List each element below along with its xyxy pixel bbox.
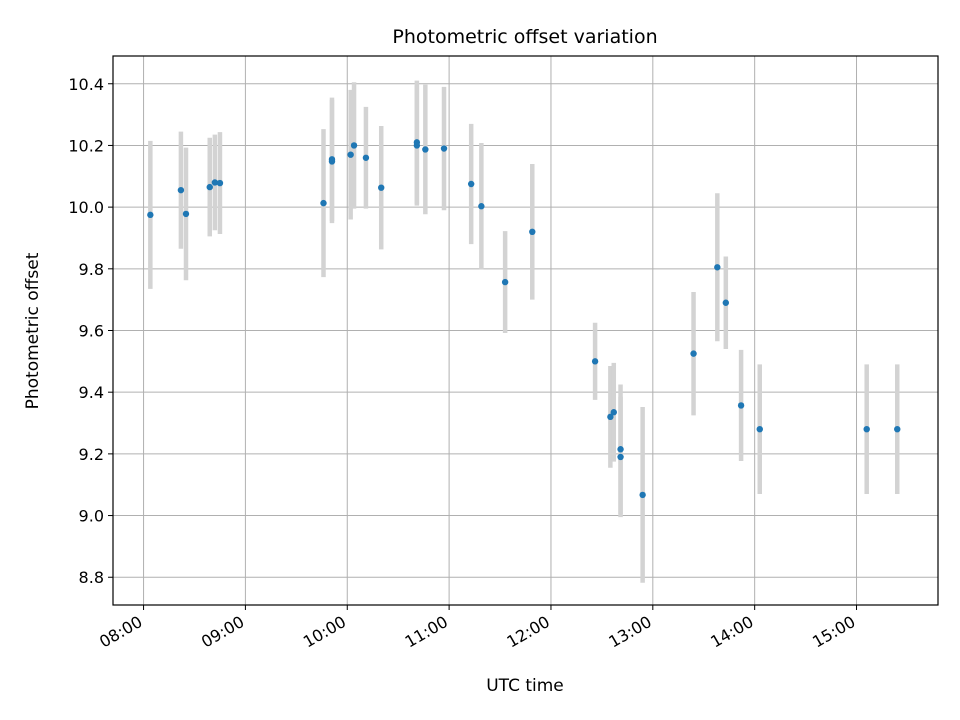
data-point	[211, 179, 219, 186]
x-axis-label: UTC time	[486, 676, 564, 696]
data-point	[206, 183, 213, 191]
data-point	[478, 203, 485, 210]
data-point	[413, 142, 421, 149]
data-point	[610, 409, 617, 416]
data-point	[690, 350, 697, 357]
data-point	[617, 446, 624, 453]
data-point	[177, 186, 185, 194]
data-point	[328, 158, 336, 165]
data-point	[182, 210, 190, 218]
y-tick-label: 9.4	[79, 383, 104, 402]
data-point	[422, 146, 429, 153]
chart-title: Photometric offset variation	[392, 26, 657, 48]
data-point	[347, 151, 354, 158]
data-point	[617, 453, 624, 461]
y-tick-label: 9.0	[79, 507, 104, 526]
y-axis-label: Photometric offset	[23, 252, 43, 409]
data-point	[216, 179, 224, 187]
data-point	[501, 278, 509, 286]
data-point	[362, 154, 370, 161]
y-tick-label: 9.8	[79, 260, 104, 279]
data-point	[737, 402, 745, 409]
data-point	[320, 199, 327, 207]
data-point	[639, 491, 646, 499]
y-tick-label: 8.8	[79, 568, 104, 587]
y-tick-label: 10.2	[68, 136, 104, 155]
data-point	[607, 413, 614, 421]
y-tick-label: 9.6	[79, 322, 104, 341]
data-point	[378, 184, 385, 191]
data-point	[440, 145, 448, 152]
data-point	[894, 425, 901, 433]
data-point	[529, 228, 536, 236]
data-point	[722, 299, 730, 306]
data-point	[756, 425, 763, 433]
data-point	[714, 264, 721, 271]
data-point	[591, 358, 599, 365]
y-tick-label: 10.0	[68, 198, 104, 217]
grid	[113, 56, 938, 605]
data-point	[467, 180, 475, 188]
y-tick-label: 10.4	[68, 75, 104, 94]
y-axis-ticks: 8.8 9.0 9.2 9.4 9.6 9.8 10.0 10.2 10.4	[68, 75, 113, 587]
data-points	[147, 139, 901, 499]
data-point	[350, 142, 358, 149]
y-tick-label: 9.2	[79, 445, 104, 464]
data-point	[147, 211, 154, 219]
data-point	[863, 425, 870, 433]
